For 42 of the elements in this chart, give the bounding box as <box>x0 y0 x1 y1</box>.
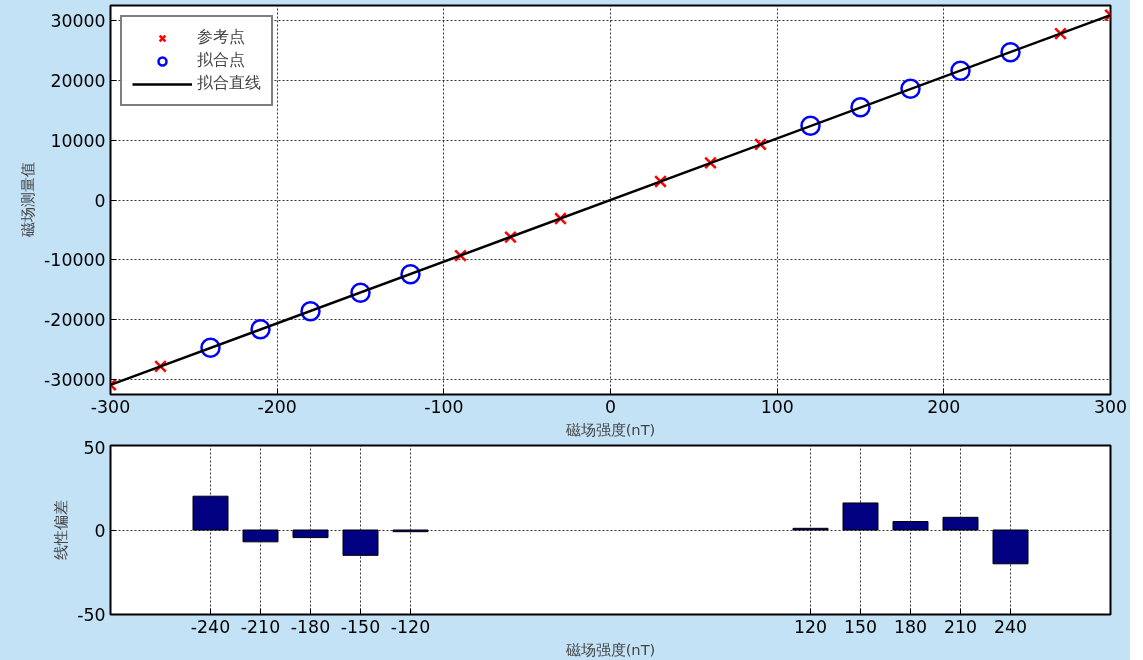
point <box>350 282 371 303</box>
x-tick-label: 210 <box>943 616 978 637</box>
point <box>800 115 821 137</box>
y-tick-label: 50 <box>83 437 106 458</box>
x-tick-label: 180 <box>893 616 928 637</box>
x-tick-label: 150 <box>843 616 878 637</box>
point <box>200 337 221 359</box>
legend-label: 参考点 <box>197 27 245 48</box>
x-tick-label: -150 <box>340 616 381 637</box>
x-tick-label: -100 <box>424 396 464 417</box>
x-tick-label: 120 <box>793 616 828 637</box>
point <box>400 263 421 285</box>
x-axis-title: 磁场强度(nT) <box>564 640 656 658</box>
y-tick-label: -30000 <box>44 370 106 391</box>
x-tick-label: 200 <box>927 396 961 417</box>
legend-label: 拟合点 <box>197 50 245 71</box>
x-tick-label: 240 <box>993 616 1028 637</box>
y-tick-label: -20000 <box>44 310 106 331</box>
x-tick-label: -120 <box>390 616 431 637</box>
y-tick-label: 0 <box>94 190 106 211</box>
y-tick-label: -50 <box>77 605 106 625</box>
point <box>900 78 921 99</box>
point <box>300 301 321 322</box>
y-tick-label: 20000 <box>50 70 106 91</box>
y-axis-title: 线性偏差 <box>52 500 70 560</box>
x-tick-label: -180 <box>290 616 331 637</box>
x-tick-label: 300 <box>1093 396 1128 417</box>
x-tick-label: -300 <box>90 396 131 417</box>
y-tick-label: 0 <box>94 520 106 541</box>
x-tick-label: 0 <box>604 396 617 417</box>
point <box>1000 41 1021 63</box>
x-tick-label: -200 <box>257 396 297 417</box>
point <box>950 60 971 81</box>
x-tick-label: -240 <box>190 616 231 637</box>
y-tick-label: -10000 <box>44 250 106 271</box>
x-tick-label: 100 <box>760 396 794 417</box>
y-tick-label: 30000 <box>50 10 106 31</box>
y-axis-title: 磁场测量值 <box>19 162 37 239</box>
y-tick-label: 10000 <box>50 130 106 151</box>
legend-label: 拟合直线 <box>197 73 261 94</box>
x-tick-label: -210 <box>240 616 281 637</box>
x-axis-title: 磁场强度(nT) <box>564 420 656 438</box>
